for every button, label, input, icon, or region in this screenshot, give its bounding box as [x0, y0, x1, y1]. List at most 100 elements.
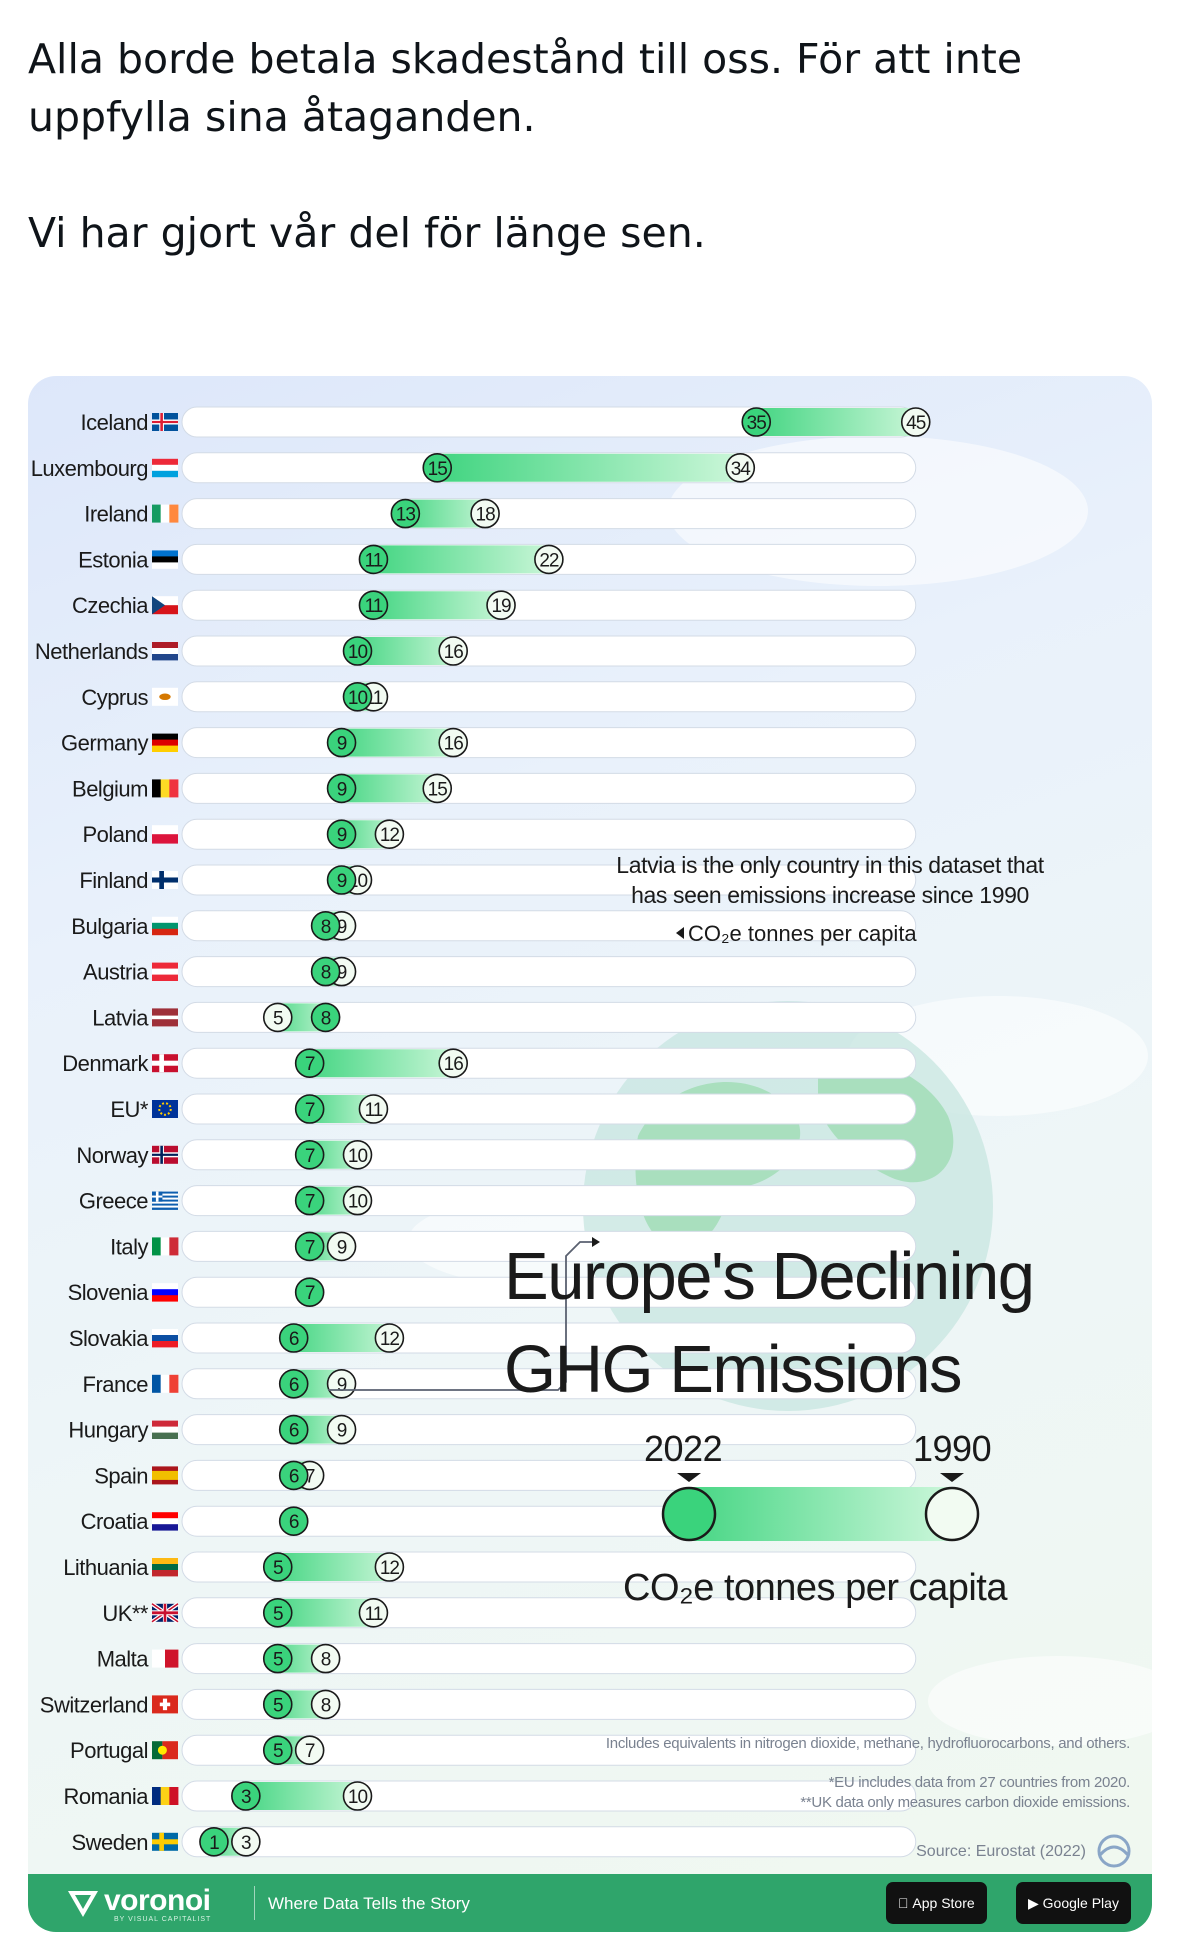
flag-part [152, 1205, 178, 1208]
label-1990: 9 [337, 963, 347, 984]
flag-part [152, 654, 178, 661]
footnote-2: *EU includes data from 27 countries from… [828, 1774, 1131, 1791]
latvia-callout-text: Latvia is the only country in this datas… [616, 852, 1044, 908]
bar-track [181, 1459, 917, 1491]
label-2022: 15 [428, 459, 448, 480]
dot-2022 [294, 1094, 325, 1124]
dot-2022 [326, 819, 357, 850]
label-1990: 22 [539, 550, 559, 571]
country-label: Malta [97, 1647, 150, 1672]
google-play-badge[interactable]: ▶ Google Play [1016, 1882, 1131, 1924]
tweet-line-1: Alla borde betala skadestånd till oss. F… [28, 35, 1023, 141]
flag-part [152, 648, 178, 655]
flag-part [152, 1283, 178, 1290]
flag-icon [152, 1191, 178, 1210]
brand-tagline: Where Data Tells the Story [268, 1894, 470, 1913]
chart-row: Norway 10 7 [76, 1139, 917, 1171]
bar-range [742, 408, 930, 436]
country-label: Denmark [62, 1051, 149, 1076]
dot-2022 [278, 1506, 309, 1536]
dot-1990 [900, 407, 931, 437]
dot-2022 [278, 1414, 309, 1445]
flag-part [152, 1289, 178, 1296]
chart-row: Ireland 18 13 [84, 498, 917, 530]
label-1990: 11 [365, 1100, 383, 1121]
country-label: Italy [110, 1234, 148, 1259]
chart-row: Estonia 22 11 [78, 543, 917, 575]
flag-part [152, 1570, 178, 1577]
label-2022: 8 [321, 917, 331, 938]
flag-part [152, 596, 165, 615]
country-label: Belgium [72, 776, 148, 801]
footer-divider [254, 1886, 255, 1920]
flag-part [152, 1374, 162, 1393]
flag-part [152, 1191, 178, 1194]
dot-1990 [374, 1323, 405, 1353]
dot-2022 [262, 1735, 293, 1765]
flag-part [152, 562, 178, 569]
label-1990: 7 [305, 1466, 315, 1487]
dot-1990 [326, 1231, 357, 1262]
flag-part [152, 1787, 162, 1805]
label-1990: 19 [491, 596, 511, 617]
flag-part [152, 1426, 178, 1433]
flag-icon [152, 1787, 179, 1805]
label-1990: 12 [380, 1329, 400, 1350]
flag-part [162, 1741, 178, 1760]
bar-track [181, 1276, 917, 1308]
flag-part [160, 1237, 170, 1256]
flag-part [152, 962, 178, 969]
label-2022: 9 [337, 734, 347, 755]
dot-2022 [231, 1781, 261, 1811]
dot-1990 [534, 544, 564, 575]
label-1990: 12 [380, 825, 400, 846]
country-label: Estonia [78, 547, 149, 572]
country-label: Luxembourg [31, 456, 148, 481]
legend-label-1990: 1990 [913, 1428, 992, 1469]
flag-icon [152, 962, 178, 981]
flag-part [169, 1374, 179, 1393]
label-1990: 10 [348, 1192, 368, 1213]
flag-part [160, 1374, 170, 1393]
brand-logo[interactable]: voronoi [104, 1884, 211, 1917]
bar-track [181, 1734, 917, 1766]
label-2022: 5 [273, 1695, 283, 1716]
flag-part [152, 642, 178, 649]
dot-1990 [470, 498, 500, 529]
label-1990: 12 [380, 1558, 400, 1579]
bar-track [181, 818, 917, 850]
label-1990: 18 [476, 505, 496, 526]
flag-part [152, 504, 162, 523]
infographic-image[interactable]: Iceland 45 35 Luxembourg 34 15 Ireland 18 13 Esto… [28, 376, 1152, 1932]
dot-2022 [326, 727, 357, 758]
dot-2022 [262, 1643, 293, 1674]
flag-icon [152, 1008, 178, 1027]
label-2022: 1 [209, 1833, 219, 1854]
flag-icon [152, 1512, 178, 1531]
dot-1990 [310, 1643, 341, 1674]
chart-row: Slovakia 12 6 [69, 1322, 917, 1354]
bar-track [181, 1643, 917, 1675]
flag-icon [152, 1649, 179, 1668]
flag-part [152, 1015, 178, 1020]
flag-icon [152, 413, 178, 431]
legend-pointer-1990 [940, 1473, 964, 1482]
flag-icon [152, 1420, 178, 1439]
app-store-badge[interactable]:  App Store [886, 1882, 987, 1924]
chart-row: Hungary 9 6 [68, 1414, 917, 1446]
chart-row: EU* 11 7 [110, 1093, 917, 1125]
unit-arrow [676, 927, 684, 939]
chart-row: Lithuania 12 5 [63, 1551, 917, 1583]
chart-row: Latvia 5 8 [92, 1001, 917, 1033]
legend-pointer-2022 [677, 1473, 701, 1482]
flag-part [152, 1420, 178, 1427]
bar-range [263, 1598, 388, 1627]
label-1990: 45 [906, 413, 926, 434]
dot-2022 [262, 1598, 293, 1628]
chart-row: Germany 16 9 [61, 727, 917, 759]
country-label: Slovenia [68, 1280, 150, 1305]
chart-row: Malta 8 5 [97, 1643, 917, 1675]
flag-part [169, 504, 179, 523]
flag-part [152, 968, 178, 975]
flag-part [152, 1564, 178, 1571]
